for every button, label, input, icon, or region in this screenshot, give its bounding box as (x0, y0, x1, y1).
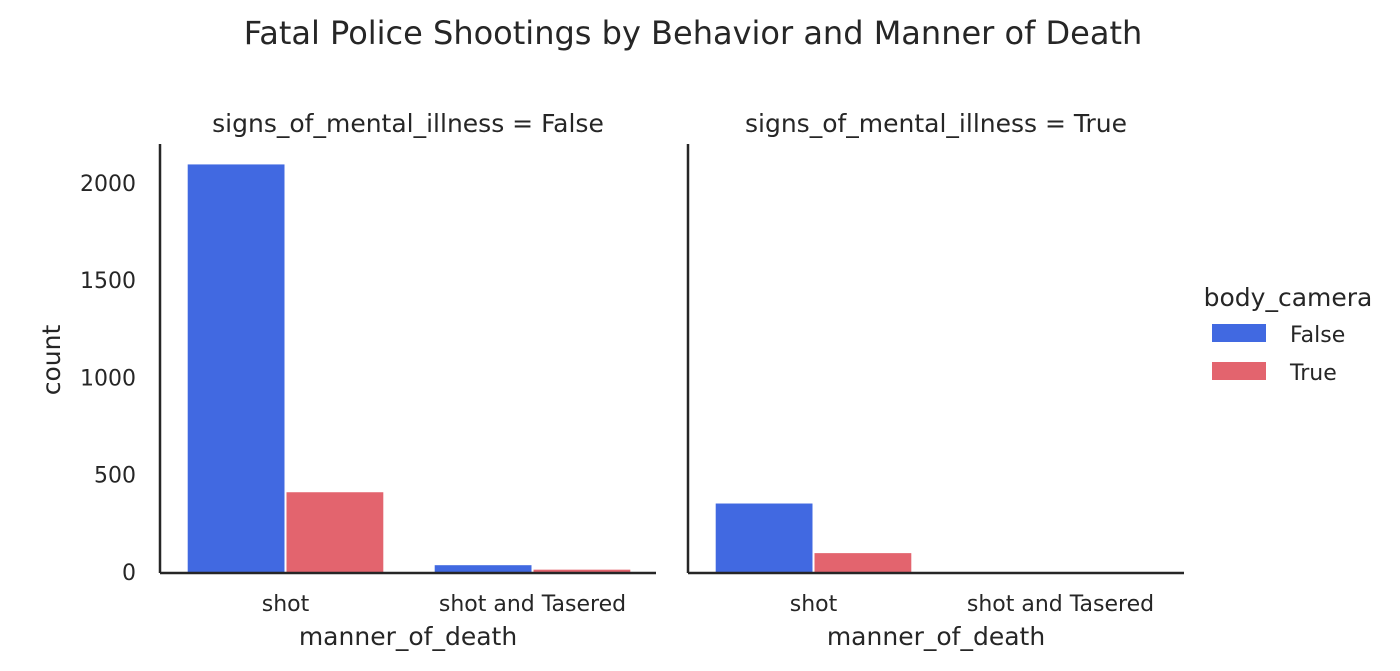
facet-1: signs_of_mental_illness = True shot shot a… (686, 109, 1184, 651)
legend-swatch (1212, 324, 1266, 342)
facet-title: signs_of_mental_illness = False (212, 109, 604, 138)
bar (187, 164, 285, 572)
legend-label: False (1290, 323, 1345, 348)
legend-swatch (1212, 362, 1266, 380)
bar (715, 503, 813, 572)
bar (533, 569, 631, 572)
bar (434, 565, 532, 572)
facet-title: signs_of_mental_illness = True (745, 109, 1127, 138)
x-axis-label: manner_of_death (827, 622, 1045, 651)
y-tick-label: 1500 (80, 269, 136, 294)
x-tick-label: shot and Tasered (439, 592, 626, 617)
legend: body_camera False True (1204, 283, 1373, 386)
facet-0: signs_of_mental_illness = False 0 500 1000 1… (80, 109, 656, 651)
chart-title: Fatal Police Shootings by Behavior and M… (244, 14, 1143, 52)
y-tick-label: 1000 (80, 366, 136, 391)
x-axis-label: manner_of_death (299, 622, 517, 651)
y-tick-label: 500 (94, 464, 136, 489)
y-axis-label: count (37, 325, 66, 396)
facets: signs_of_mental_illness = False 0 500 1000 1… (80, 109, 1184, 651)
y-tick-label: 0 (122, 561, 136, 586)
x-tick-label: shot (262, 592, 310, 617)
y-tick-label: 2000 (80, 172, 136, 197)
legend-label: True (1289, 361, 1337, 386)
x-tick-label: shot and Tasered (967, 592, 1154, 617)
legend-title: body_camera (1204, 283, 1373, 312)
x-tick-label: shot (790, 592, 838, 617)
bar (286, 492, 384, 572)
bar (814, 553, 912, 572)
